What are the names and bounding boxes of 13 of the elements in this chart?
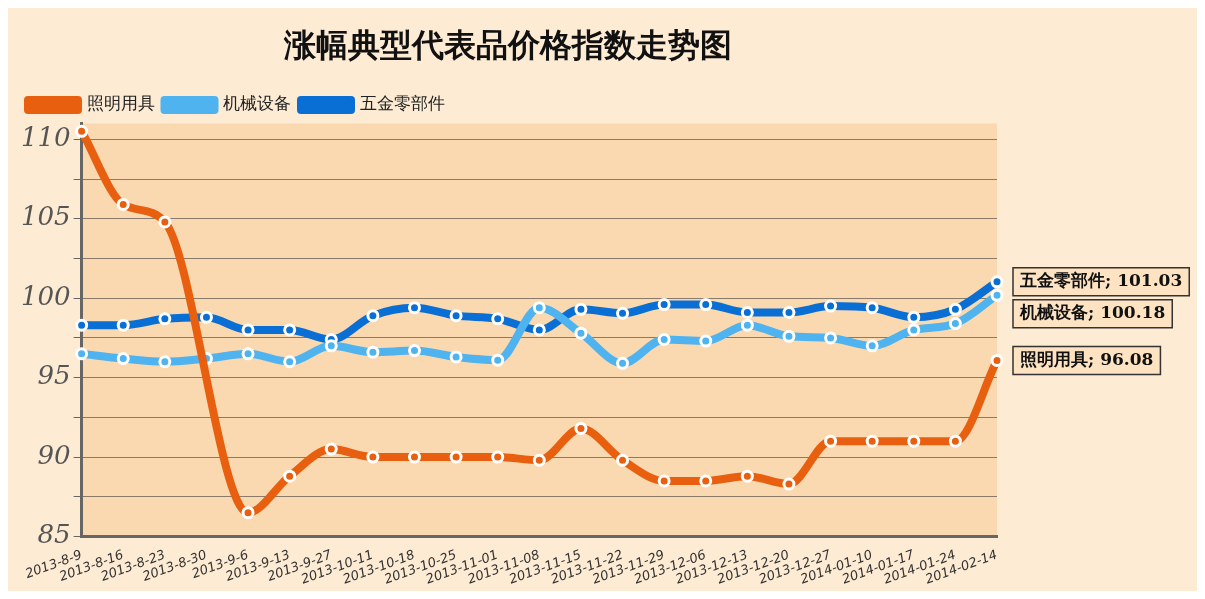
- annotation: 照明用具; 96.08: [1020, 348, 1154, 369]
- annotation: 机械设备; 100.18: [1019, 302, 1166, 323]
- y-tick-label: 110: [20, 122, 71, 153]
- y-tick-label: 100: [20, 280, 71, 311]
- y-tick-label: 95: [37, 360, 71, 391]
- y-tick-label: 85: [37, 519, 71, 550]
- annotation: 五金零部件; 101.03: [1019, 270, 1183, 291]
- chart-title: 涨幅典型代表品价格指数走势图: [282, 25, 732, 64]
- legend-label: 五金零部件: [359, 93, 445, 114]
- legend-label: 照明用具: [86, 93, 155, 114]
- y-tick-label: 105: [20, 201, 71, 232]
- y-tick-label: 90: [37, 439, 71, 470]
- legend-label: 机械设备: [223, 93, 291, 114]
